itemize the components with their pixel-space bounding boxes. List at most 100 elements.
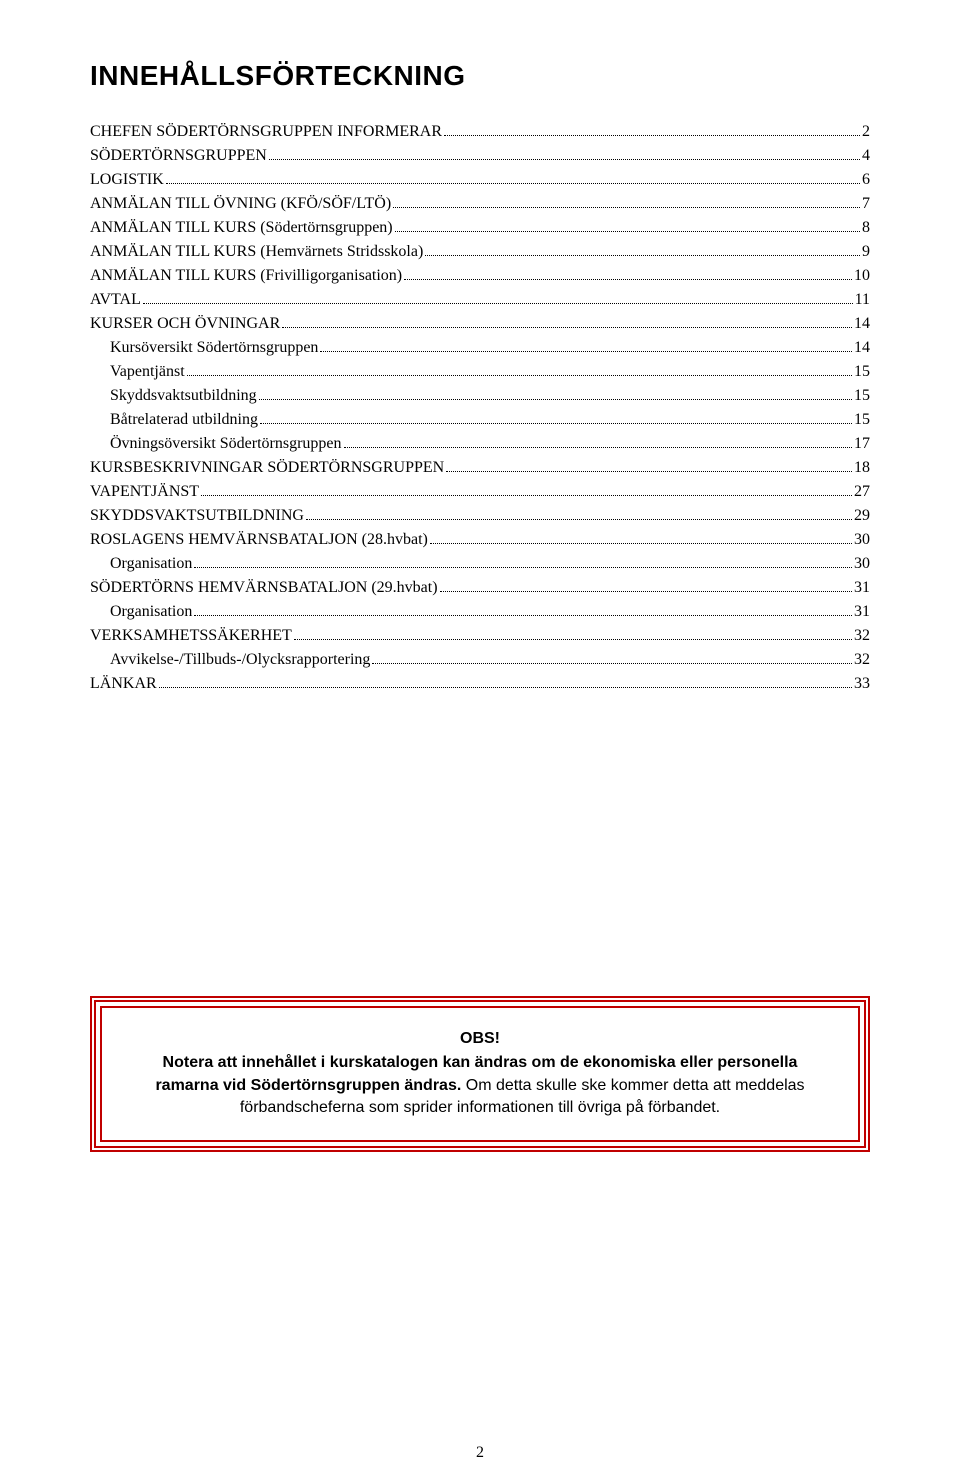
page: INNEHÅLLSFÖRTECKNING CHEFEN SÖDERTÖRNSGR… <box>0 0 960 1482</box>
toc-page: 7 <box>862 192 870 216</box>
toc-label: KURSBESKRIVNINGAR SÖDERTÖRNSGRUPPEN <box>90 456 444 480</box>
toc-label: Avvikelse-/Tillbuds-/Olycksrapportering <box>90 648 370 672</box>
toc-label: LÄNKAR <box>90 672 157 696</box>
toc-row: ANMÄLAN TILL ÖVNING (KFÖ/SÖF/LTÖ) 7 <box>90 192 870 216</box>
toc-row: Organisation 31 <box>90 600 870 624</box>
toc-page: 33 <box>854 672 870 696</box>
toc-page: 10 <box>854 264 870 288</box>
toc-label: CHEFEN SÖDERTÖRNSGRUPPEN INFORMERAR <box>90 120 442 144</box>
notice-body: Notera att innehållet i kurskatalogen ka… <box>130 1052 830 1119</box>
toc-leader-dots <box>404 265 852 280</box>
toc-row: ANMÄLAN TILL KURS (Södertörnsgruppen) 8 <box>90 216 870 240</box>
toc-label: VERKSAMHETSSÄKERHET <box>90 624 292 648</box>
toc-label: Organisation <box>90 600 192 624</box>
toc-row: Avvikelse-/Tillbuds-/Olycksrapportering … <box>90 648 870 672</box>
toc-leader-dots <box>446 457 852 472</box>
toc-page: 6 <box>862 168 870 192</box>
toc-page: 18 <box>854 456 870 480</box>
toc-label: ANMÄLAN TILL KURS (Frivilligorganisation… <box>90 264 402 288</box>
toc-page: 11 <box>855 288 870 312</box>
toc-page: 31 <box>854 600 870 624</box>
toc-label: ROSLAGENS HEMVÄRNSBATALJON (28.hvbat) <box>90 528 428 552</box>
toc-row: VERKSAMHETSSÄKERHET 32 <box>90 624 870 648</box>
toc-page: 30 <box>854 528 870 552</box>
notice-content: OBS! Notera att innehållet i kurskatalog… <box>100 1006 860 1142</box>
toc-leader-dots <box>344 433 852 448</box>
toc-row: ROSLAGENS HEMVÄRNSBATALJON (28.hvbat) 30 <box>90 528 870 552</box>
toc-leader-dots <box>444 121 860 136</box>
toc-row: VAPENTJÄNST 27 <box>90 480 870 504</box>
toc-leader-dots <box>372 649 852 664</box>
toc-leader-dots <box>143 289 853 304</box>
toc-page: 29 <box>854 504 870 528</box>
toc-label: VAPENTJÄNST <box>90 480 199 504</box>
toc-row: ANMÄLAN TILL KURS (Frivilligorganisation… <box>90 264 870 288</box>
toc-label: Övningsöversikt Södertörnsgruppen <box>90 432 342 456</box>
toc-leader-dots <box>269 145 860 160</box>
toc-page: 2 <box>862 120 870 144</box>
toc-page: 4 <box>862 144 870 168</box>
toc-page: 15 <box>854 360 870 384</box>
toc-row: Skyddsvaktsutbildning 15 <box>90 384 870 408</box>
toc-leader-dots <box>282 313 852 328</box>
toc-row: LÄNKAR 33 <box>90 672 870 696</box>
toc-row: SÖDERTÖRNS HEMVÄRNSBATALJON (29.hvbat) 3… <box>90 576 870 600</box>
toc-leader-dots <box>201 481 852 496</box>
toc-label: ANMÄLAN TILL KURS (Södertörnsgruppen) <box>90 216 393 240</box>
toc-label: SKYDDSVAKTSUTBILDNING <box>90 504 304 528</box>
toc-row: AVTAL 11 <box>90 288 870 312</box>
table-of-contents: CHEFEN SÖDERTÖRNSGRUPPEN INFORMERAR 2SÖD… <box>90 120 870 696</box>
toc-row: LOGISTIK 6 <box>90 168 870 192</box>
toc-leader-dots <box>259 385 852 400</box>
toc-label: SÖDERTÖRNS HEMVÄRNSBATALJON (29.hvbat) <box>90 576 438 600</box>
toc-leader-dots <box>194 553 852 568</box>
toc-leader-dots <box>425 241 860 256</box>
toc-leader-dots <box>306 505 852 520</box>
toc-row: SÖDERTÖRNSGRUPPEN 4 <box>90 144 870 168</box>
toc-row: CHEFEN SÖDERTÖRNSGRUPPEN INFORMERAR 2 <box>90 120 870 144</box>
toc-page: 8 <box>862 216 870 240</box>
toc-leader-dots <box>440 577 852 592</box>
toc-row: SKYDDSVAKTSUTBILDNING 29 <box>90 504 870 528</box>
toc-row: Vapentjänst 15 <box>90 360 870 384</box>
toc-label: ANMÄLAN TILL ÖVNING (KFÖ/SÖF/LTÖ) <box>90 192 391 216</box>
toc-row: KURSER OCH ÖVNINGAR 14 <box>90 312 870 336</box>
toc-leader-dots <box>294 625 852 640</box>
toc-row: Övningsöversikt Södertörnsgruppen 17 <box>90 432 870 456</box>
toc-row: ANMÄLAN TILL KURS (Hemvärnets Stridsskol… <box>90 240 870 264</box>
toc-label: Båtrelaterad utbildning <box>90 408 258 432</box>
toc-row: Kursöversikt Södertörnsgruppen 14 <box>90 336 870 360</box>
toc-row: KURSBESKRIVNINGAR SÖDERTÖRNSGRUPPEN 18 <box>90 456 870 480</box>
toc-label: Skyddsvaktsutbildning <box>90 384 257 408</box>
toc-page: 14 <box>854 312 870 336</box>
notice-heading: OBS! <box>130 1028 830 1050</box>
toc-leader-dots <box>395 217 860 232</box>
toc-page: 17 <box>854 432 870 456</box>
page-number: 2 <box>0 1444 960 1462</box>
toc-label: SÖDERTÖRNSGRUPPEN <box>90 144 267 168</box>
toc-row: Organisation 30 <box>90 552 870 576</box>
toc-page: 15 <box>854 408 870 432</box>
toc-page: 30 <box>854 552 870 576</box>
toc-leader-dots <box>320 337 852 352</box>
toc-leader-dots <box>260 409 852 424</box>
toc-leader-dots <box>393 193 860 208</box>
toc-leader-dots <box>166 169 860 184</box>
toc-page: 14 <box>854 336 870 360</box>
toc-leader-dots <box>159 673 852 688</box>
toc-page: 9 <box>862 240 870 264</box>
toc-row: Båtrelaterad utbildning 15 <box>90 408 870 432</box>
page-title: INNEHÅLLSFÖRTECKNING <box>90 60 870 92</box>
toc-page: 32 <box>854 648 870 672</box>
toc-page: 32 <box>854 624 870 648</box>
toc-page: 31 <box>854 576 870 600</box>
toc-label: LOGISTIK <box>90 168 164 192</box>
toc-label: AVTAL <box>90 288 141 312</box>
toc-leader-dots <box>187 361 852 376</box>
toc-label: Kursöversikt Södertörnsgruppen <box>90 336 318 360</box>
notice-box: OBS! Notera att innehållet i kurskatalog… <box>90 996 870 1152</box>
toc-leader-dots <box>430 529 852 544</box>
toc-label: Organisation <box>90 552 192 576</box>
toc-leader-dots <box>194 601 852 616</box>
toc-label: Vapentjänst <box>90 360 185 384</box>
